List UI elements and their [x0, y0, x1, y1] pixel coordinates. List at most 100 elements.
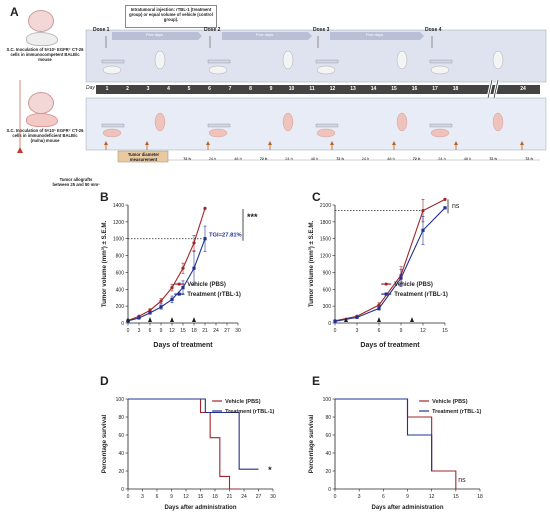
legend-marker: [384, 282, 388, 286]
y-tick-label: 100: [116, 397, 125, 403]
timeline-day: 1: [105, 86, 109, 92]
x-tick-label: 0: [334, 494, 337, 500]
tgi-annotation: TGI=27.81%: [209, 233, 242, 239]
data-point: [181, 266, 185, 270]
measure-arrowhead: [330, 141, 334, 145]
y-tick-label: 80: [118, 415, 124, 421]
series-line: [334, 198, 446, 322]
series-treatment: [333, 206, 447, 323]
nude-mouse-icon: [26, 113, 58, 127]
x-tick-label: 3: [358, 494, 361, 500]
x-tick-label: 12: [183, 494, 189, 500]
dose-arrow-icon: [377, 317, 381, 322]
x-tick-label: 30: [235, 328, 241, 334]
data-point: [192, 241, 196, 245]
series-treatment: [126, 225, 207, 323]
dose-arrow-icon: [192, 317, 196, 322]
data-point: [443, 206, 447, 210]
interval-label: 24 h: [438, 157, 446, 161]
mouse-icon: [396, 50, 408, 70]
data-point: [148, 311, 152, 315]
data-point: [203, 237, 207, 241]
interval-label: 24 h: [208, 157, 217, 161]
x-tick-label: 6: [149, 328, 152, 334]
timeline-day: 8: [249, 86, 252, 92]
x-tick-label: 27: [224, 328, 230, 334]
nude-mouse-icon: [101, 123, 125, 138]
legend-label: Vehicle (PBS): [225, 399, 261, 405]
y-tick-label: 1500: [320, 237, 331, 243]
x-tick-label: 3: [138, 328, 141, 334]
y-tick-label: 800: [116, 254, 125, 260]
nude-mouse-icon: [429, 123, 453, 138]
x-tick-label: 30: [270, 494, 276, 500]
x-tick-label: 18: [191, 328, 197, 334]
five-days-label: Five days: [146, 32, 164, 37]
x-tick-label: 6: [378, 328, 381, 334]
interval-label: 24 h: [285, 157, 293, 161]
x-tick-label: 0: [127, 494, 130, 500]
significance-label: ns: [452, 203, 460, 210]
x-tick-label: 21: [227, 494, 233, 500]
measure-arrowhead: [206, 141, 210, 145]
timeline-day: 6: [208, 86, 211, 92]
timeline-day: 4: [167, 86, 170, 92]
y-tick-label: 400: [116, 287, 125, 293]
x-tick-label: 18: [477, 494, 483, 500]
x-tick-label: 12: [420, 328, 426, 334]
timeline-day: 16: [411, 86, 418, 92]
series-treatment: [128, 398, 259, 470]
panel-letter-b: B: [100, 190, 109, 204]
mouse-icon: [154, 50, 166, 70]
nude-mouse-icon: [492, 112, 504, 132]
measure-box: [117, 150, 169, 163]
x-tick-label: 9: [170, 494, 173, 500]
timeline-day: 9: [269, 86, 273, 92]
x-tick-label: 15: [180, 328, 186, 334]
x-tick-label: 0: [334, 328, 337, 334]
mouse-icon: [429, 59, 453, 75]
measure-arrowhead: [104, 141, 108, 145]
data-point: [203, 206, 207, 210]
data-point: [170, 297, 174, 301]
timeline-day: 5: [187, 86, 191, 92]
legend-label: Vehicle (PBS): [394, 282, 433, 288]
x-tick-label: 15: [442, 328, 448, 334]
dose-arrow-icon: [126, 317, 130, 322]
data-point: [377, 303, 381, 307]
significance-label: ns: [458, 477, 466, 484]
x-tick-label: 6: [156, 494, 159, 500]
nude-mouse-icon: [207, 123, 231, 138]
legend-marker: [177, 292, 181, 296]
interval-label: 48 h: [234, 157, 242, 161]
y-tick-label: 0: [328, 487, 331, 493]
interval-label: 72 h: [412, 157, 421, 161]
x-tick-label: 21: [202, 328, 208, 334]
y-tick-label: 40: [325, 451, 331, 457]
y-tick-label: 100: [323, 397, 332, 403]
x-tick-label: 3: [356, 328, 359, 334]
timeline-bar: [96, 85, 540, 94]
measure-arrowhead: [392, 141, 396, 145]
data-point: [443, 197, 447, 201]
axis-break: [486, 79, 500, 99]
data-point: [181, 286, 185, 290]
chart-e: 0 20 40 60 80 100 0 3 6 9 12 15 18 Percentage surviva…: [308, 397, 483, 511]
mouse-icon: [492, 50, 504, 70]
data-point: [148, 308, 152, 312]
timeline-day: 14: [370, 86, 377, 92]
y-tick-label: 1200: [320, 254, 331, 260]
timeline-day: 15: [391, 86, 397, 92]
data-point: [399, 276, 403, 280]
significance-label: *: [268, 465, 272, 475]
legend-label: Treatment (rTBL-1): [394, 292, 448, 298]
panel-letter-a: A: [10, 5, 19, 19]
allograft-label: Tumor allografts between 25 and 50 mm³: [52, 177, 100, 188]
scheme-svg: [19, 29, 547, 163]
measure-arrowhead: [268, 141, 272, 145]
measure-arrowhead: [454, 141, 458, 145]
series-vehicle: [128, 398, 240, 490]
dose-arrow-icon: [410, 317, 414, 322]
interval-label: 72 h: [336, 157, 344, 161]
series-vehicle: [126, 206, 207, 323]
